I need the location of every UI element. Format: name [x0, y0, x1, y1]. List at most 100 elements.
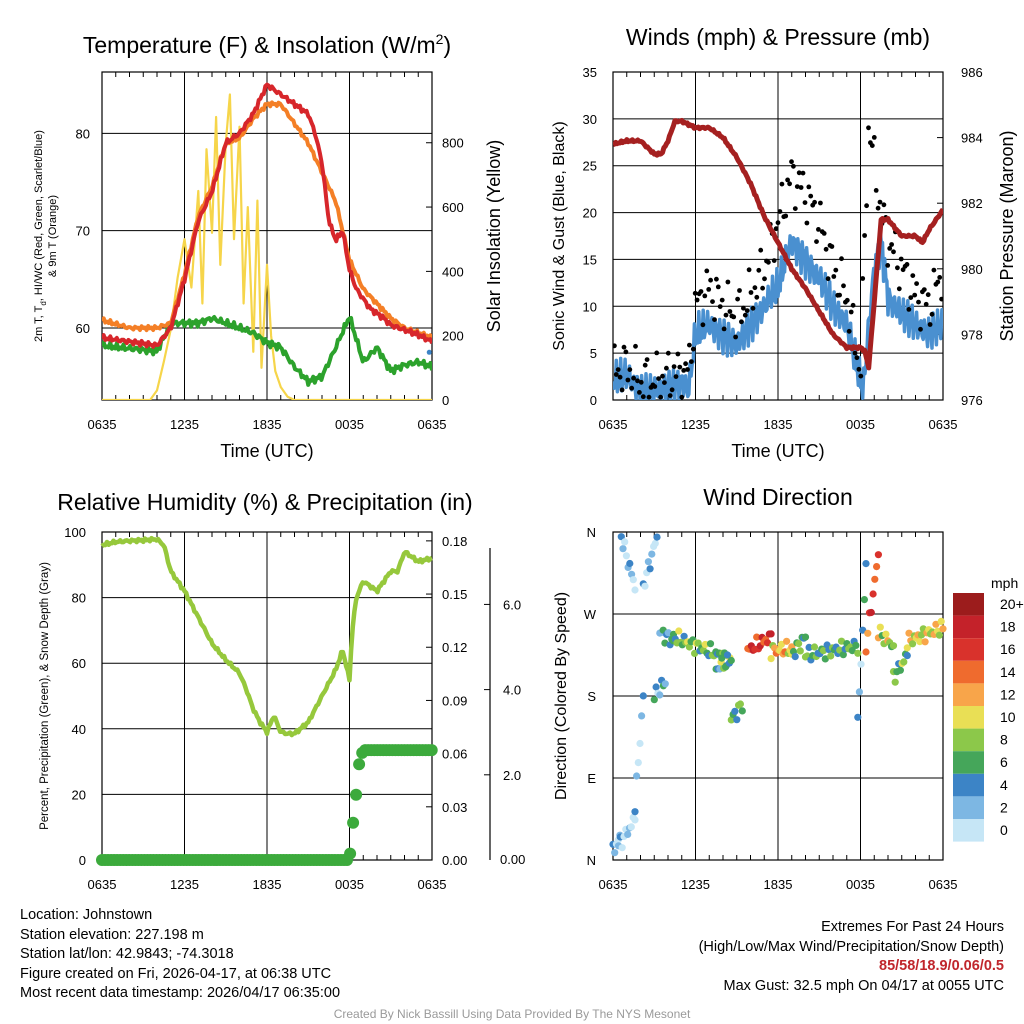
gust-point	[856, 366, 862, 372]
gust-point	[891, 249, 896, 255]
direction-point	[848, 647, 856, 655]
gust-point	[700, 322, 706, 328]
gust-point	[658, 394, 663, 400]
gust-point	[833, 267, 839, 273]
legend-swatch	[953, 728, 984, 752]
legend-label: 0	[1000, 822, 1008, 838]
direction-point	[631, 816, 639, 824]
direction-point	[876, 623, 884, 631]
gust-point	[692, 290, 698, 296]
direction-point	[767, 655, 775, 663]
direction-point	[791, 653, 799, 661]
gust-point	[737, 288, 742, 293]
gust-point	[671, 364, 677, 369]
direction-point	[650, 696, 658, 704]
x-tick-label: 0035	[335, 877, 364, 892]
direction-point	[627, 823, 635, 831]
gust-point	[631, 375, 636, 381]
x-tick-label: 0635	[929, 877, 958, 892]
max-gust-text: Max Gust: 32.5 mph On 04/17 at 0055 UTC	[723, 977, 1004, 994]
gust-point	[637, 390, 642, 395]
gust-point	[640, 394, 646, 400]
gust-point	[694, 297, 700, 303]
gust-point	[756, 267, 762, 273]
direction-point	[727, 716, 735, 724]
gust-point	[852, 350, 858, 356]
direction-point	[644, 558, 653, 566]
gust-point	[916, 299, 921, 305]
temperature-frame	[101, 71, 433, 401]
gust-point	[773, 226, 779, 232]
y-tick-label: 70	[76, 224, 90, 239]
gust-point	[839, 256, 844, 262]
direction-point	[680, 632, 688, 640]
gust-point	[821, 231, 827, 236]
gust-point	[689, 359, 694, 364]
gust-point	[754, 294, 760, 300]
y2-axis-label: Station Pressure (Maroon)	[997, 130, 1017, 341]
direction-point	[619, 545, 627, 553]
lat-lon-text: Station lat/lon: 42.9843; -74.3018	[20, 946, 234, 963]
y3-tick-label: 4.0	[503, 683, 521, 698]
direction-point	[652, 683, 660, 691]
wind-chill-point	[426, 349, 432, 355]
y-axis-label: Direction (Colored By Speed)	[553, 592, 570, 800]
direction-point	[860, 596, 869, 604]
direction-point	[795, 640, 803, 648]
gust-point	[904, 262, 910, 267]
y2-tick-label: 0.09	[442, 693, 467, 708]
y-tick-label: N	[587, 525, 596, 540]
gust-point	[789, 159, 794, 165]
x-tick-label: 1235	[681, 877, 710, 892]
x-tick-label: 0035	[335, 417, 364, 432]
direction-point	[767, 630, 775, 638]
direction-point	[862, 648, 870, 656]
y2-tick-label: 800	[442, 136, 464, 151]
y-tick-label: 60	[76, 321, 90, 336]
gust-point	[927, 322, 933, 327]
y-tick-label: W	[584, 607, 597, 622]
gust-point	[735, 296, 740, 302]
gust-point	[814, 239, 819, 245]
y3-tick-label: 0.00	[500, 852, 525, 867]
gust-point	[818, 200, 823, 206]
precip-point	[344, 847, 357, 860]
direction-point	[939, 625, 947, 633]
x-tick-label: 0635	[599, 417, 628, 432]
y3-tick-label: 2.0	[503, 768, 521, 783]
direction-point	[656, 691, 664, 699]
precip-point	[353, 758, 366, 771]
legend-swatch	[953, 615, 984, 639]
gust-point	[848, 309, 854, 315]
direction-point	[874, 551, 883, 559]
direction-point	[903, 644, 911, 652]
direction-point	[921, 638, 929, 646]
gust-point	[895, 265, 900, 271]
x-tick-label: 1835	[253, 877, 282, 892]
y2-tick-label: 0.06	[442, 747, 467, 762]
y-tick-label: 0	[590, 393, 597, 408]
gust-point	[935, 279, 941, 285]
x-tick-label: 0635	[88, 877, 117, 892]
gust-point	[779, 181, 785, 187]
gust-point	[792, 206, 798, 212]
legend-swatch	[953, 819, 984, 842]
winds-panel: Winds (mph) & Pressure (mb) 0635 1235 1835 0…	[551, 24, 1017, 461]
precip-point	[425, 744, 438, 757]
gust-point	[906, 307, 912, 312]
title-superscript: 2	[436, 31, 444, 47]
direction-point	[628, 570, 636, 578]
gust-point	[864, 203, 869, 209]
gust-point	[887, 246, 893, 251]
gust-point	[862, 233, 867, 238]
legend-swatch	[953, 773, 984, 797]
direction-point	[839, 651, 847, 659]
legend-swatch	[953, 706, 984, 729]
direction-point	[631, 808, 639, 816]
direction-point	[706, 640, 715, 648]
gust-point	[752, 285, 758, 291]
x-tick-label: 0635	[88, 417, 117, 432]
legend-label: 4	[1000, 777, 1008, 793]
temp-9m-line	[102, 100, 432, 341]
